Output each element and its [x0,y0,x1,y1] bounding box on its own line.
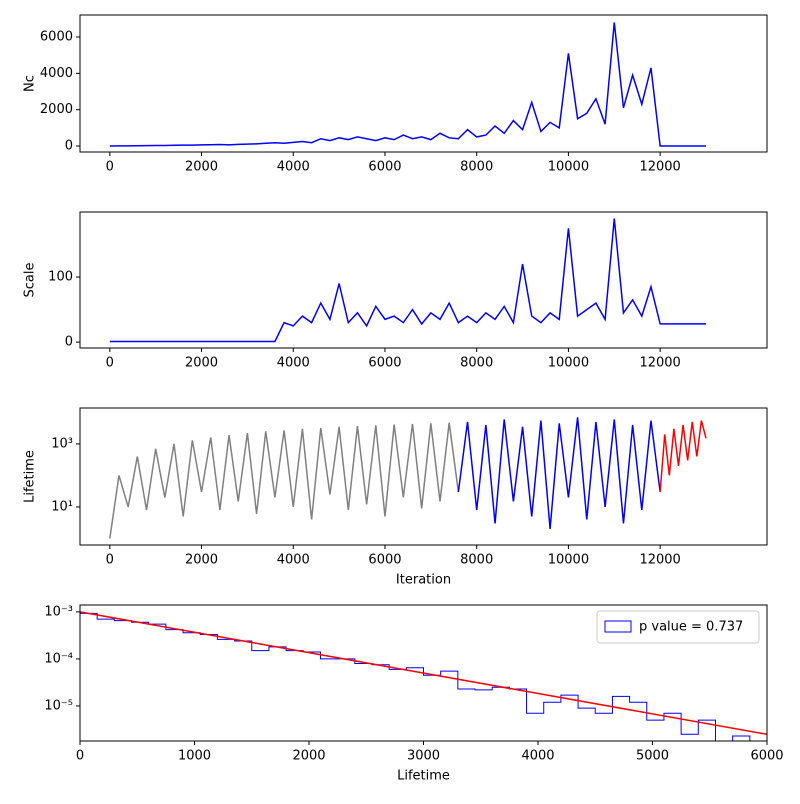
plot-area [80,611,767,741]
legend-box [596,610,760,644]
x-tick-label: 2000 [185,553,218,568]
y-tick-label: 10⁻³ [44,604,73,619]
x-tick-label: 8000 [460,160,493,175]
x-tick-label: 10000 [548,160,589,175]
histogram [80,612,767,741]
axes-frame [79,604,768,742]
y-tick-label: 100 [48,270,73,285]
x-tick-label: 2000 [185,356,218,371]
x-tick-label: 4000 [277,356,310,371]
axes-frame [79,407,768,546]
y-tick-label: 4000 [40,66,73,81]
plot-area [109,218,707,343]
x-tick-label: 8000 [460,356,493,371]
x-tick-label: 10000 [548,553,589,568]
x-tick-label: 12000 [639,160,680,175]
y-axis-label: Scale [23,263,38,298]
y-tick-label: 2000 [40,102,73,117]
line [659,420,707,492]
plot-area [109,417,707,539]
axes-frame [79,211,768,349]
y-tick-label: 10¹ [51,499,73,514]
line [109,422,460,539]
plot-area [109,22,707,147]
x-tick-label: 2000 [292,749,325,764]
legend-swatch [604,620,632,633]
x-tick-label: 12000 [639,553,680,568]
axes-frame [79,14,768,153]
line [109,218,707,343]
x-tick-label: 5000 [636,749,669,764]
y-tick-label: 10³ [51,436,73,451]
y-axis-label: Lifetime [23,450,38,503]
fit-line [80,611,767,736]
legend-label: p value = 0.737 [639,620,743,635]
x-tick-label: 0 [76,749,84,764]
x-tick-label: 6000 [368,553,401,568]
x-tick-label: 6000 [368,160,401,175]
x-tick-label: 4000 [521,749,554,764]
y-tick-label: 0 [65,335,73,350]
x-tick-label: 12000 [639,356,680,371]
x-tick-label: 4000 [277,160,310,175]
x-axis-label: Iteration [396,573,451,588]
x-tick-label: 6000 [750,749,783,764]
x-tick-label: 1000 [178,749,211,764]
x-tick-label: 10000 [548,356,589,371]
y-tick-label: 10⁻⁵ [44,698,73,713]
line [457,417,661,530]
y-tick-label: 10⁻⁴ [44,651,73,666]
x-tick-label: 2000 [185,160,218,175]
x-tick-label: 3000 [407,749,440,764]
x-tick-label: 0 [106,553,114,568]
x-axis-label: Lifetime [397,769,450,784]
line [109,22,707,147]
x-tick-label: 8000 [460,553,493,568]
x-tick-label: 6000 [368,356,401,371]
x-tick-label: 0 [106,160,114,175]
y-tick-label: 6000 [40,29,73,44]
x-tick-label: 0 [106,356,114,371]
x-tick-label: 4000 [277,553,310,568]
y-tick-label: 0 [65,139,73,154]
y-axis-label: Nc [23,75,38,92]
